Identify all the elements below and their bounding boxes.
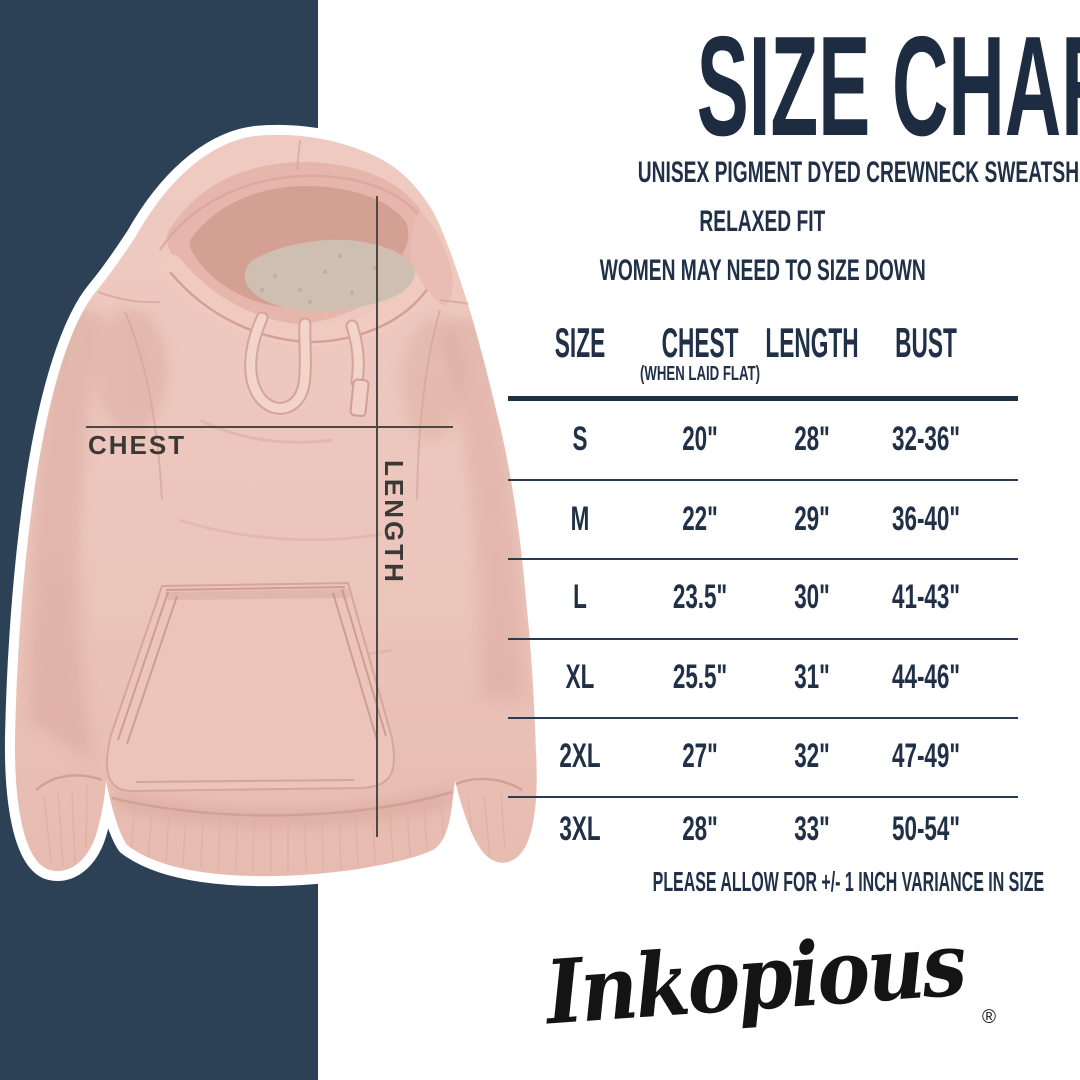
size-value: 2XL — [559, 737, 601, 775]
chest-note: (WHEN LAID FLAT) — [640, 363, 760, 385]
hoodie-drawstrings — [244, 311, 370, 418]
table-row-3xl: 3XL 28" 33" 50-54" — [505, 812, 1020, 856]
bust-value: 32-36" — [891, 420, 961, 458]
size-value: 3XL — [559, 810, 601, 848]
bust-value: 47-49" — [891, 737, 961, 775]
subtitle-sizing: WOMEN MAY NEED TO SIZE DOWN — [599, 254, 926, 287]
table-header-row: SIZE CHEST LENGTH BUST — [505, 322, 1020, 366]
length-value: 28" — [794, 420, 830, 458]
bust-value: 36-40" — [891, 500, 961, 538]
table-row-2xl: 2XL 27" 32" 47-49" — [505, 739, 1020, 783]
row-separator — [508, 796, 1018, 798]
length-measure-line — [376, 196, 378, 837]
size-value: L — [573, 578, 587, 616]
table-row-xl: XL 25.5" 31" 44-46" — [505, 660, 1020, 704]
registered-trademark-icon: ® — [982, 1007, 996, 1028]
chest-measure-label: CHEST — [88, 430, 187, 460]
size-chart-panel: SIZE CHART UNISEX PIGMENT DYED CREWNECK … — [505, 0, 1080, 1080]
chest-value: 20" — [682, 420, 718, 458]
hoodie-pocket — [105, 581, 395, 793]
row-separator — [508, 479, 1018, 481]
length-value: 30" — [794, 578, 830, 616]
size-value: S — [572, 420, 588, 458]
hoodie-hem-band — [111, 790, 453, 873]
table-top-rule — [508, 396, 1018, 401]
chest-value: 27" — [682, 737, 718, 775]
table-row-l: L 23.5" 30" 41-43" — [505, 580, 1020, 624]
length-measure-label: LENGTH — [379, 460, 409, 585]
length-value: 33" — [794, 810, 830, 848]
chest-value: 23.5" — [672, 578, 728, 616]
bust-value: 44-46" — [891, 658, 961, 696]
row-separator — [508, 717, 1018, 719]
subtitle-fit: RELAXED FIT — [699, 205, 826, 238]
col-header-length: LENGTH — [765, 319, 859, 366]
row-separator — [508, 638, 1018, 640]
size-value: M — [570, 500, 590, 538]
row-separator — [508, 558, 1018, 560]
hood-terry-patch — [244, 239, 415, 312]
chest-value: 22" — [682, 500, 718, 538]
col-header-bust: BUST — [895, 319, 957, 366]
brand-logo: Inkopious ® — [505, 912, 1020, 1045]
table-row-s: S 20" 28" 32-36" — [505, 422, 1020, 466]
bust-value: 50-54" — [891, 810, 961, 848]
length-value: 32" — [794, 737, 830, 775]
bust-value: 41-43" — [891, 578, 961, 616]
hoodie-hood — [158, 139, 454, 348]
length-value: 31" — [794, 658, 830, 696]
chest-value: 28" — [682, 810, 718, 848]
variance-note: PLEASE ALLOW FOR +/- 1 INCH VARIANCE IN … — [652, 866, 1045, 897]
brand-logo-script: Inkopious — [542, 911, 968, 1045]
col-header-size: SIZE — [554, 319, 606, 366]
col-header-chest: CHEST — [661, 319, 739, 366]
chest-value: 25.5" — [672, 658, 728, 696]
chest-measure-line — [86, 426, 453, 428]
size-value: XL — [565, 658, 595, 696]
subtitle-product: UNISEX PIGMENT DYED CREWNECK SWEATSHIRT — [637, 156, 1080, 189]
table-row-m: M 22" 29" 36-40" — [505, 502, 1020, 546]
hoodie-seams — [97, 291, 469, 501]
page-title: SIZE CHART — [696, 7, 1080, 166]
length-value: 29" — [794, 500, 830, 538]
